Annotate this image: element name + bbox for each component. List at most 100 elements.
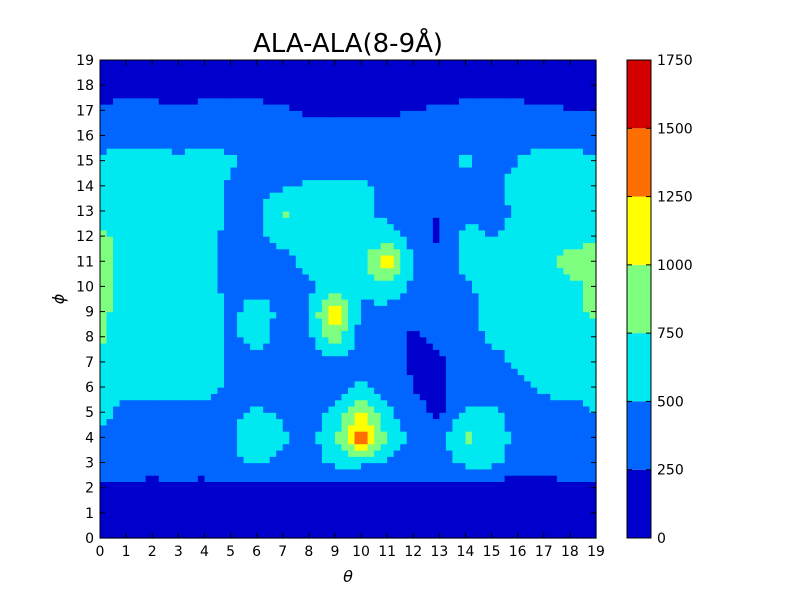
- contour-cell: [504, 343, 512, 350]
- contour-cell: [576, 493, 584, 501]
- contour-cell: [472, 317, 480, 325]
- contour-cell: [237, 204, 245, 212]
- contour-cell: [230, 361, 238, 369]
- contour-cell: [282, 179, 290, 187]
- contour-cell: [250, 204, 258, 212]
- contour-cell: [204, 173, 212, 181]
- contour-cell: [478, 399, 486, 407]
- contour-cell: [152, 399, 160, 407]
- contour-cell: [152, 525, 160, 533]
- contour-cell: [452, 343, 460, 350]
- contour-cell: [348, 154, 356, 162]
- contour-cell: [550, 330, 558, 338]
- contour-cell: [197, 141, 206, 149]
- contour-cell: [184, 343, 192, 350]
- contour-cell: [269, 418, 277, 426]
- contour-cell: [289, 299, 297, 306]
- contour-cell: [197, 236, 206, 243]
- contour-cell: [485, 355, 493, 363]
- contour-cell: [113, 336, 121, 344]
- contour-cell: [165, 166, 173, 174]
- contour-cell: [419, 343, 427, 350]
- contour-cell: [550, 355, 558, 363]
- contour-cell: [524, 166, 532, 174]
- contour-cell: [321, 248, 330, 256]
- contour-cell: [341, 148, 349, 155]
- contour-cell: [432, 223, 440, 231]
- contour-cell: [263, 431, 271, 438]
- contour-cell: [243, 223, 251, 231]
- contour-cell: [452, 311, 460, 319]
- contour-cell: [100, 336, 108, 344]
- contour-cell: [178, 443, 186, 451]
- contour-cell: [413, 343, 421, 350]
- contour-cell: [387, 462, 395, 470]
- contour-cell: [354, 506, 362, 514]
- contour-cell: [250, 387, 258, 394]
- contour-cell: [100, 236, 108, 243]
- contour-cell: [550, 481, 558, 489]
- contour-cell: [439, 273, 447, 281]
- contour-cell: [276, 493, 284, 501]
- contour-cell: [563, 506, 571, 514]
- contour-cell: [113, 286, 121, 294]
- contour-cell: [361, 267, 369, 275]
- contour-cell: [321, 519, 330, 527]
- contour-cell: [478, 449, 486, 457]
- contour-cell: [393, 160, 401, 168]
- contour-cell: [491, 393, 499, 401]
- contour-cell: [106, 349, 114, 357]
- contour-cell: [224, 154, 232, 162]
- contour-cell: [569, 280, 578, 288]
- contour-cell: [289, 173, 297, 181]
- contour-cell: [406, 324, 414, 332]
- contour-cell: [387, 531, 395, 539]
- contour-cell: [380, 368, 388, 376]
- contour-cell: [126, 173, 134, 181]
- contour-cell: [465, 254, 473, 262]
- contour-cell: [217, 204, 225, 212]
- contour-cell: [406, 374, 414, 382]
- contour-cell: [445, 317, 454, 325]
- contour-cell: [230, 292, 238, 300]
- contour-cell: [491, 229, 499, 237]
- contour-cell: [197, 487, 206, 495]
- contour-cell: [550, 387, 558, 394]
- contour-cell: [354, 500, 362, 508]
- contour-cell: [197, 311, 206, 319]
- contour-cell: [315, 198, 323, 206]
- contour-cell: [524, 254, 532, 262]
- contour-cell: [589, 506, 597, 514]
- contour-cell: [367, 324, 375, 332]
- contour-cell: [517, 254, 525, 262]
- contour-cell: [537, 525, 545, 533]
- contour-cell: [524, 173, 532, 181]
- contour-cell: [348, 405, 356, 413]
- contour-cell: [550, 374, 558, 382]
- contour-cell: [289, 261, 297, 269]
- contour-cell: [295, 380, 303, 388]
- contour-cell: [106, 343, 114, 350]
- contour-cell: [537, 154, 545, 162]
- contour-cell: [282, 223, 290, 231]
- contour-cell: [387, 487, 395, 495]
- contour-cell: [452, 456, 460, 464]
- contour-cell: [439, 493, 447, 501]
- contour-cell: [452, 154, 460, 162]
- contour-cell: [204, 512, 212, 520]
- contour-cell: [563, 324, 571, 332]
- contour-cell: [517, 192, 525, 199]
- contour-cell: [537, 393, 545, 401]
- contour-cell: [582, 229, 591, 237]
- contour-cell: [582, 487, 591, 495]
- contour-cell: [230, 324, 238, 332]
- contour-cell: [237, 135, 245, 143]
- contour-cell: [367, 493, 375, 501]
- contour-cell: [295, 185, 303, 193]
- contour-cell: [341, 173, 349, 181]
- contour-cell: [589, 500, 597, 508]
- contour-cell: [543, 261, 551, 269]
- contour-cell: [295, 368, 303, 376]
- contour-cell: [472, 531, 480, 539]
- contour-cell: [217, 317, 225, 325]
